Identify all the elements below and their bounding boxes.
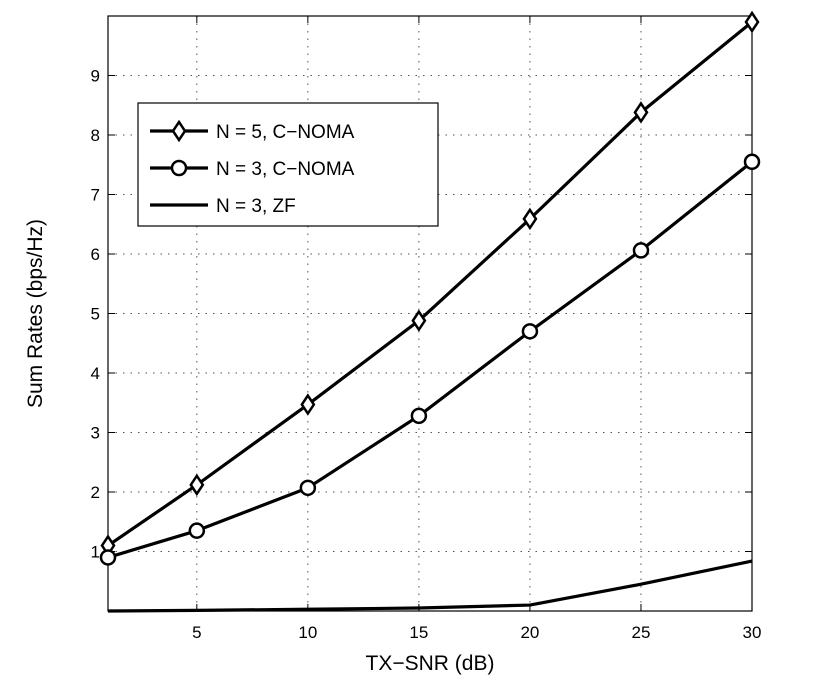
y-tick-label: 5 [91, 305, 100, 324]
legend-label: N = 3, ZF [216, 196, 296, 217]
y-tick-label: 3 [91, 424, 100, 443]
diamond-marker [633, 101, 649, 124]
x-tick-label: 15 [409, 623, 428, 642]
x-tick-label: 20 [520, 623, 539, 642]
y-tick-label: 7 [91, 186, 100, 205]
circle-marker [99, 549, 117, 566]
y-tick-label: 4 [91, 364, 100, 383]
circle-marker [299, 479, 317, 497]
diamond-marker [744, 10, 760, 34]
circle-marker [632, 242, 650, 259]
diamond-marker [300, 393, 316, 416]
diamond-marker [171, 119, 187, 143]
x-tick-label: 25 [632, 623, 651, 642]
ticks: 5 10 15 20 25 30 1 2 3 4 5 6 7 8 9 [91, 16, 762, 642]
circle-marker [188, 522, 206, 539]
x-tick-label: 10 [298, 623, 317, 642]
diamond-marker [522, 207, 538, 231]
y-tick-label: 1 [91, 543, 100, 562]
diamond-marker [411, 309, 427, 332]
circle-marker [410, 407, 428, 425]
circle-marker [170, 159, 188, 177]
y-tick-label: 8 [91, 126, 100, 145]
y-tick-label: 2 [91, 483, 100, 502]
y-tick-label: 6 [91, 245, 100, 264]
circle-marker [521, 323, 539, 340]
legend: N = 5, C−NOMA N = 3, C−NOMA N = 3, ZF [137, 102, 439, 227]
x-axis-label: TX−SNR (dB) [366, 652, 495, 675]
series-line-3 [107, 559, 753, 613]
y-tick-label: 9 [91, 67, 100, 86]
circle-marker [743, 153, 761, 171]
y-axis-label: Sum Rates (bps/Hz) [24, 219, 47, 408]
x-tick-label: 5 [192, 623, 201, 642]
x-tick-label: 30 [743, 623, 762, 642]
legend-label: N = 5, C−NOMA [216, 122, 355, 143]
legend-label: N = 3, C−NOMA [216, 159, 355, 180]
plot-series [99, 10, 761, 613]
diamond-marker [189, 473, 205, 497]
